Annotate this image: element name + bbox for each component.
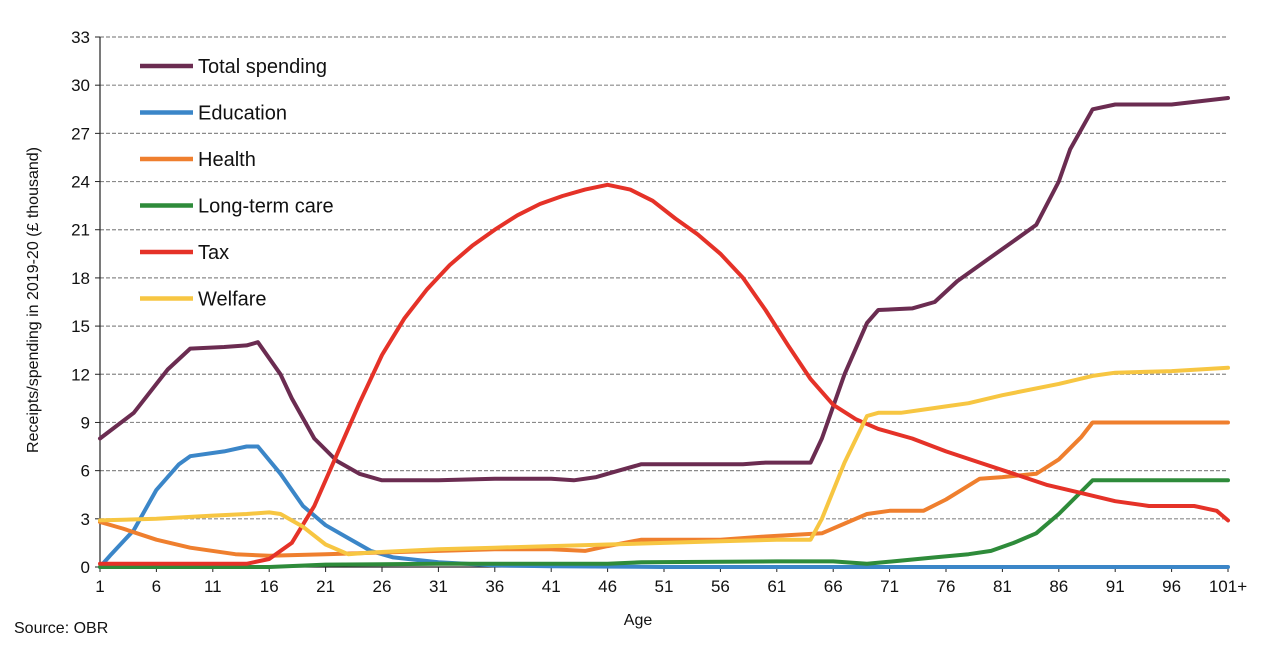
x-tick-label: 101+ bbox=[1209, 577, 1247, 596]
series-line-tax bbox=[98, 182, 1230, 566]
legend-label: Tax bbox=[198, 242, 229, 264]
x-tick-label: 91 bbox=[1106, 577, 1125, 596]
x-tick-label: 21 bbox=[316, 577, 335, 596]
x-tick-label: 36 bbox=[485, 577, 504, 596]
y-tick-label: 0 bbox=[81, 558, 90, 577]
x-tick-label: 31 bbox=[429, 577, 448, 596]
x-tick-labels: 1 6 11 16 21 26 31 36 41 46 51 56 61 66 71 76 81 86 91 96 10… bbox=[95, 577, 1247, 596]
legend: Total spending Education Health Long-term c… bbox=[140, 56, 334, 311]
x-tick-label: 81 bbox=[993, 577, 1012, 596]
x-tick-label: 46 bbox=[598, 577, 617, 596]
x-tick-label: 71 bbox=[880, 577, 899, 596]
x-tick-label: 11 bbox=[204, 577, 222, 596]
x-tick-label: 86 bbox=[1049, 577, 1068, 596]
y-tick-label: 6 bbox=[81, 462, 90, 481]
x-tick-label: 26 bbox=[373, 577, 392, 596]
series-line-total-spending bbox=[98, 96, 1230, 483]
x-tick-label: 1 bbox=[95, 577, 104, 596]
x-tick-label: 56 bbox=[711, 577, 730, 596]
legend-label: Total spending bbox=[198, 56, 327, 78]
y-tick-labels: 0 3 6 9 12 15 18 21 24 27 30 33 bbox=[71, 28, 90, 577]
x-tick-label: 6 bbox=[152, 577, 161, 596]
legend-label: Welfare bbox=[198, 289, 267, 311]
series-lines bbox=[98, 96, 1230, 569]
legend-label: Education bbox=[198, 103, 287, 125]
x-axis-label: Age bbox=[624, 612, 653, 629]
series-line-welfare bbox=[98, 365, 1230, 557]
x-tick-label: 41 bbox=[542, 577, 561, 596]
x-tick-label: 76 bbox=[937, 577, 956, 596]
series-line-long-term-care bbox=[98, 478, 1230, 569]
x-tick-label: 96 bbox=[1162, 577, 1181, 596]
y-tick-label: 18 bbox=[71, 269, 90, 288]
y-tick-label: 27 bbox=[71, 124, 90, 143]
y-tick-label: 30 bbox=[71, 76, 90, 95]
x-tick-label: 61 bbox=[767, 577, 786, 596]
gridlines bbox=[95, 36, 1228, 568]
x-tick-label: 51 bbox=[655, 577, 674, 596]
y-tick-label: 15 bbox=[71, 317, 90, 336]
y-tick-label: 21 bbox=[71, 221, 90, 240]
y-tick-label: 24 bbox=[71, 173, 90, 192]
y-tick-label: 9 bbox=[81, 413, 90, 432]
y-axis-label: Receipts/spending in 2019-20 (£ thousand… bbox=[25, 147, 42, 453]
x-tick-label: 66 bbox=[824, 577, 843, 596]
legend-label: Long-term care bbox=[198, 196, 334, 218]
source-note: Source: OBR bbox=[14, 620, 109, 637]
y-tick-label: 3 bbox=[81, 510, 90, 529]
y-tick-label: 33 bbox=[71, 28, 90, 47]
legend-label: Health bbox=[198, 149, 256, 171]
y-tick-label: 12 bbox=[71, 365, 90, 384]
x-tick-label: 16 bbox=[260, 577, 279, 596]
